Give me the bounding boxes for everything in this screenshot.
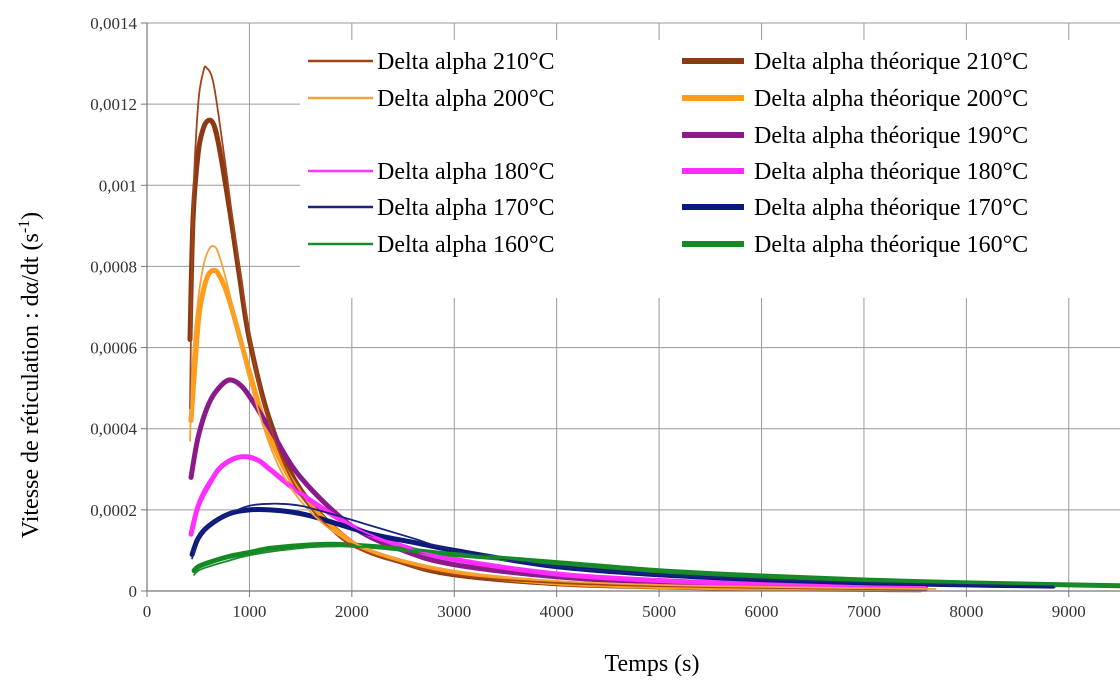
legend-label-left-3: Delta alpha 180°C	[377, 159, 555, 185]
x-tick-label-1: 1000	[232, 602, 266, 621]
y-tick-label-1: 0,0002	[90, 501, 137, 520]
x-tick-label-5: 5000	[642, 602, 676, 621]
legend-label-left-5: Delta alpha 160°C	[377, 232, 555, 258]
series-line-delta-alpha-170-c	[191, 502, 1055, 587]
y-axis-title-superscript: -1	[16, 220, 33, 233]
y-tick-label-0: 0	[129, 582, 138, 601]
x-tick-label-6: 6000	[745, 602, 779, 621]
legend: Delta alpha 210°C Delta alpha 200°C Delta …	[300, 40, 1120, 298]
legend-label-right-2: Delta alpha théorique 190°C	[754, 123, 1028, 149]
x-tick-label-2: 2000	[335, 602, 369, 621]
y-axis-title-main: Vitesse de réticulation : dα/dt (s	[18, 233, 44, 538]
legend-label-right-1: Delta alpha théorique 200°C	[754, 86, 1028, 112]
x-axis-title: Temps (s)	[605, 651, 700, 677]
series-line-delta-alpha-theorique-200-c	[188, 267, 928, 592]
x-tick-label-7: 7000	[847, 602, 881, 621]
legend-label-left-0: Delta alpha 210°C	[377, 49, 555, 75]
y-tick-label-2: 0,0004	[90, 420, 137, 439]
legend-label-right-4: Delta alpha théorique 170°C	[754, 195, 1028, 221]
legend-label-left-1: Delta alpha 200°C	[377, 86, 555, 112]
x-tick-label-0: 0	[143, 602, 152, 621]
series-line-delta-alpha-200-c	[189, 245, 937, 590]
legend-label-right-3: Delta alpha théorique 180°C	[754, 159, 1028, 185]
legend-label-left-4: Delta alpha 170°C	[377, 195, 555, 221]
x-tick-label-4: 4000	[540, 602, 574, 621]
y-tick-label-6: 0,0012	[90, 95, 137, 114]
x-tick-label-9: 9000	[1052, 602, 1086, 621]
y-tick-label-5: 0,001	[99, 176, 137, 195]
y-tick-label-4: 0,0008	[90, 257, 137, 276]
axes	[141, 22, 1120, 597]
series-line-delta-alpha-210-c	[189, 65, 927, 591]
legend-label-right-5: Delta alpha théorique 160°C	[754, 232, 1028, 258]
series-line-delta-alpha-160-c	[193, 545, 1120, 587]
series-layer	[187, 65, 1120, 593]
legend-label-right-0: Delta alpha théorique 210°C	[754, 49, 1028, 75]
series-line-delta-alpha-theorique-190-c	[188, 377, 928, 591]
y-tick-label-3: 0,0006	[90, 339, 137, 358]
y-axis-title-end: )	[18, 212, 44, 220]
x-tick-label-3: 3000	[437, 602, 471, 621]
x-tick-label-8: 8000	[949, 602, 983, 621]
y-axis-title: Vitesse de réticulation : dα/dt (s-1)	[16, 212, 44, 538]
y-tick-labels: 0 0,0002 0,0004 0,0006 0,0008 0,001 0,0012 0,00…	[90, 14, 137, 601]
x-tick-labels: 0 1000 2000 3000 4000 5000 6000 7000 8000 9000	[143, 602, 1086, 621]
y-tick-label-7: 0,0014	[90, 14, 137, 33]
